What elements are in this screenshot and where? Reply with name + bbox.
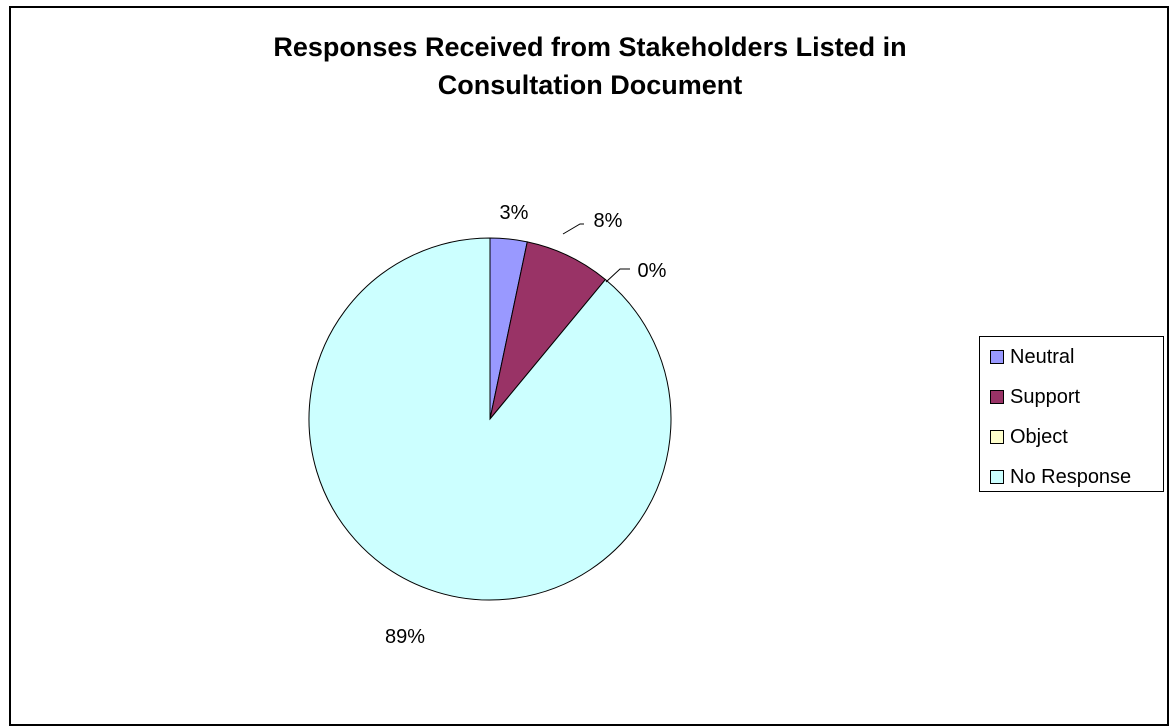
pie-slice-no-response [308,237,672,601]
data-label-neutral: 3% [500,202,529,224]
legend-item-support: Support [990,385,1080,409]
legend-swatch-no-response [990,470,1004,484]
legend-label-no-response: No Response [1010,465,1132,488]
leader-line-support [562,223,584,235]
data-label-support: 8% [594,210,623,232]
legend-label-neutral: Neutral [1010,345,1075,368]
chart-title-line-2: Consultation Document [437,70,743,100]
legend-item-no-response: No Response [990,465,1131,489]
legend-label-support: Support [1010,385,1081,408]
legend-swatch-neutral [990,350,1004,364]
data-label-no-response: 89% [385,626,425,648]
chart-legend: Neutral Support Object No Response [979,336,1164,492]
chart-title: Responses Received from Stakeholders Lis… [0,28,1170,104]
legend-item-neutral: Neutral [990,345,1074,369]
legend-item-object: Object [990,425,1068,449]
leader-line-object [605,268,630,283]
pie-chart: 3% 8% 0% 89% [308,202,672,648]
legend-swatch-object [990,430,1004,444]
legend-label-object: Object [1010,425,1068,448]
legend-swatch-support [990,390,1004,404]
data-label-object: 0% [638,260,667,282]
chart-title-line-1: Responses Received from Stakeholders Lis… [273,32,907,62]
